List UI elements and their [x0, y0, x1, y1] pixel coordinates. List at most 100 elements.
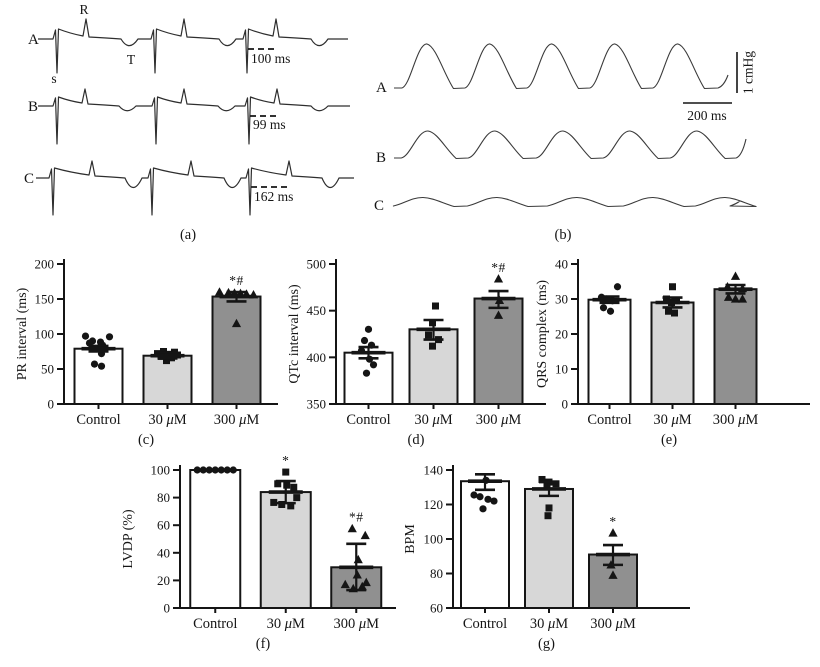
data-point-square	[293, 494, 301, 502]
data-point-circle	[606, 307, 615, 315]
ecg-trace-A	[38, 18, 348, 74]
ecg-trace-B	[38, 88, 350, 145]
data-point-square	[543, 482, 551, 490]
category-label: Control	[193, 616, 237, 632]
ecg-trace-label: B	[28, 99, 38, 115]
pressure-trace-A	[394, 43, 729, 90]
data-point-triangle	[730, 294, 741, 303]
category-label: 30 μM	[148, 412, 186, 428]
y-axis-label: QRS complex (ms)	[535, 280, 550, 388]
data-point-circle	[199, 466, 207, 474]
significance-marker: *#	[229, 273, 244, 288]
pressure-trace-label: A	[376, 80, 387, 96]
category-label: 300 μM	[590, 616, 636, 632]
category-label: 30 μM	[414, 412, 452, 428]
interval-label: 100 ms	[251, 51, 290, 66]
category-label: 300 μM	[214, 412, 260, 428]
data-point-circle	[476, 493, 484, 501]
y-axis-label: LVDP (%)	[121, 509, 136, 569]
bar-30-μM	[259, 491, 312, 609]
data-point-circle	[599, 304, 608, 312]
y-tick-label: 350	[307, 397, 327, 412]
data-point-triangle	[360, 530, 370, 540]
y-tick-label: 80	[157, 490, 170, 505]
data-point-triangle	[340, 579, 350, 589]
y-tick-label: 10	[555, 362, 568, 377]
data-point-triangle	[353, 554, 363, 564]
data-point-square	[663, 295, 670, 303]
y-tick-label: 100	[424, 532, 444, 547]
pressure-trace-label: B	[376, 150, 386, 166]
data-point-triangle	[361, 577, 371, 587]
data-point-triangle	[730, 271, 741, 280]
y-tick-label: 140	[424, 463, 444, 478]
data-point-triangle	[493, 310, 504, 319]
y-tick-label: 450	[307, 303, 327, 318]
panel-a-ecg-traces: A 100 ms B 99 ms C 162 ms Rs T	[24, 2, 354, 216]
y-tick-label: 20	[555, 327, 568, 342]
panel-label: (e)	[661, 432, 677, 448]
bar-Control	[73, 347, 124, 405]
ecg-trace-C	[36, 160, 354, 216]
category-label: Control	[346, 412, 390, 428]
s-wave-label: s	[51, 71, 56, 86]
data-point-square	[544, 512, 552, 520]
data-point-square	[538, 475, 546, 483]
significance-marker: *#	[349, 510, 364, 525]
data-point-square	[274, 480, 282, 488]
data-point-triangle	[723, 292, 734, 301]
category-label: Control	[587, 412, 631, 428]
y-tick-label: 400	[307, 350, 327, 365]
interval-label: 99 ms	[253, 117, 286, 132]
pressure-trace-B	[394, 130, 747, 160]
data-point-circle	[211, 466, 219, 474]
data-point-triangle	[347, 523, 357, 533]
y-tick-label: 150	[35, 292, 55, 307]
category-label: 300 μM	[713, 412, 759, 428]
data-point-circle	[97, 362, 106, 370]
data-point-circle	[470, 491, 478, 499]
panel-label: (g)	[538, 636, 555, 652]
y-tick-label: 60	[430, 601, 443, 616]
y-tick-label: 40	[555, 257, 568, 272]
y-tick-label: 100	[151, 463, 171, 478]
category-label: 30 μM	[653, 412, 691, 428]
data-point-square	[671, 309, 678, 317]
data-point-circle	[217, 466, 225, 474]
data-point-circle	[479, 505, 487, 513]
data-point-circle	[369, 361, 378, 369]
significance-marker: *#	[491, 260, 506, 275]
y-tick-label: 0	[562, 397, 569, 412]
panel-b-label: (b)	[554, 227, 572, 243]
data-point-circle	[490, 497, 498, 505]
data-point-triangle	[493, 274, 504, 283]
panel-b-pressure-traces: A B C 1 cmHg 200 ms	[374, 43, 757, 214]
data-point-circle	[364, 325, 373, 333]
data-point-circle	[229, 466, 237, 474]
t-wave-label: T	[127, 52, 136, 67]
chart-g: 60 80 100 120 140 BPM Control 30 μM * 300 μM (g)	[403, 463, 690, 652]
bar-300-μM	[211, 295, 262, 405]
chart-d: 350 400 450 500 QTc interval (ms) Control 30 μ…	[287, 257, 546, 448]
data-point-triangle	[608, 570, 618, 579]
data-point-circle	[205, 466, 213, 474]
interval-label: 162 ms	[254, 189, 293, 204]
data-point-circle	[81, 332, 90, 340]
panel-label: (f)	[256, 636, 271, 652]
y-tick-label: 500	[307, 257, 327, 272]
panel-label: (d)	[408, 432, 425, 448]
data-point-circle	[193, 466, 201, 474]
y-tick-label: 120	[424, 497, 444, 512]
data-point-square	[290, 483, 298, 491]
bar-30-μM	[408, 328, 459, 405]
data-point-triangle	[608, 528, 618, 537]
data-point-circle	[105, 333, 114, 341]
y-tick-label: 100	[35, 327, 55, 342]
ecg-trace-label: A	[28, 32, 39, 48]
bar-300-μM	[713, 288, 758, 406]
category-label: 300 μM	[333, 616, 379, 632]
data-point-square	[425, 331, 432, 339]
bar-Control	[587, 298, 632, 406]
data-point-circle	[362, 369, 371, 377]
chart-c: 0 50 100 150 200 PR interval (ms) Control 30 μM…	[15, 257, 278, 448]
